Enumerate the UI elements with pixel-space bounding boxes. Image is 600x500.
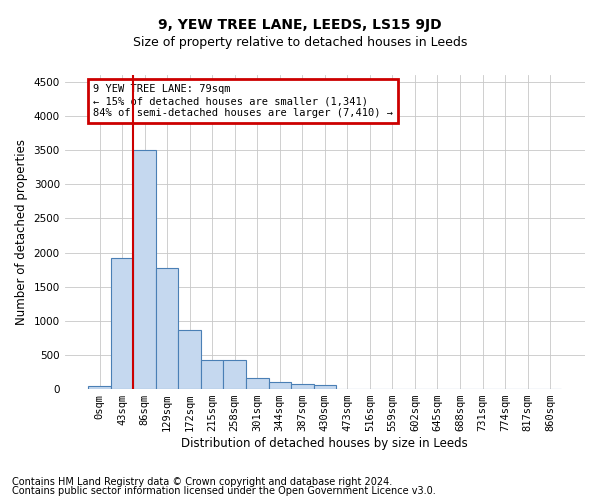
Bar (269, 382, 291, 389)
Bar (111, 258, 133, 389)
Text: 9 YEW TREE LANE: 79sqm
← 15% of detached houses are smaller (1,341)
84% of semi-: 9 YEW TREE LANE: 79sqm ← 15% of detached… (93, 84, 393, 117)
Bar (314, 386, 336, 389)
Text: Contains HM Land Registry data © Crown copyright and database right 2024.: Contains HM Land Registry data © Crown c… (12, 477, 392, 487)
X-axis label: Distribution of detached houses by size in Leeds: Distribution of detached houses by size … (181, 437, 468, 450)
Bar (291, 384, 314, 389)
Y-axis label: Number of detached properties: Number of detached properties (15, 139, 28, 325)
Text: Size of property relative to detached houses in Leeds: Size of property relative to detached ho… (133, 36, 467, 49)
Bar (223, 360, 246, 389)
Bar (201, 360, 223, 389)
Bar (133, 150, 156, 389)
Text: 9, YEW TREE LANE, LEEDS, LS15 9JD: 9, YEW TREE LANE, LEEDS, LS15 9JD (158, 18, 442, 32)
Bar (88, 386, 111, 389)
Bar (246, 378, 269, 389)
Bar (156, 268, 178, 389)
Bar (178, 330, 201, 389)
Text: Contains public sector information licensed under the Open Government Licence v3: Contains public sector information licen… (12, 486, 436, 496)
